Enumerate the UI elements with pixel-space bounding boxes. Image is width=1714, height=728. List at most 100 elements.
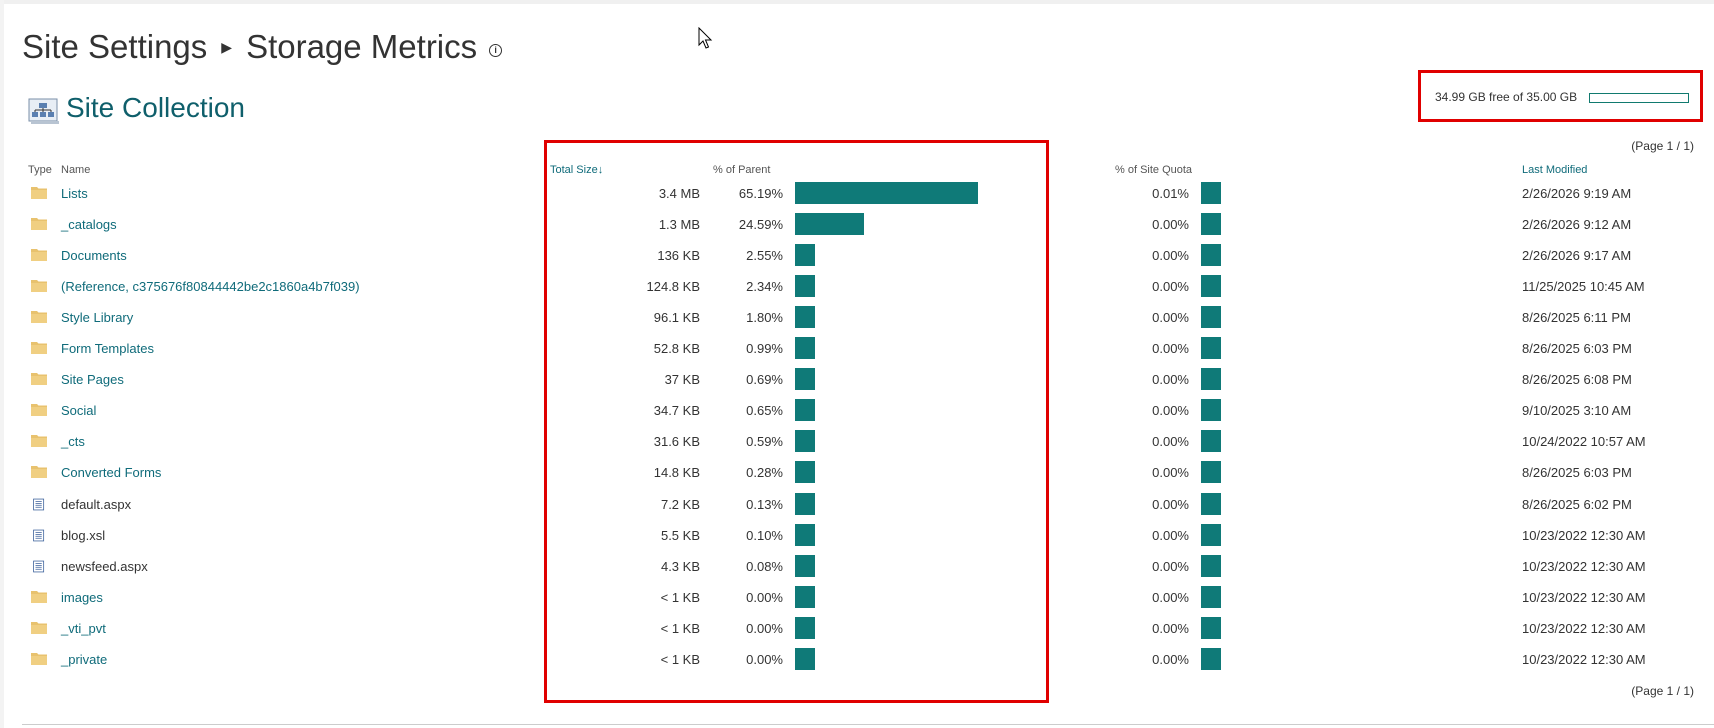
folder-icon bbox=[30, 185, 48, 200]
table-row: _cts 31.6 KB 0.59% 0.00% 10/24/2022 10:57 AM bbox=[0, 426, 1714, 457]
footer-divider bbox=[22, 724, 1714, 725]
item-total-size: 96.1 KB bbox=[653, 310, 700, 326]
item-pct-parent: 24.59% bbox=[738, 217, 783, 233]
item-pct-quota: 0.00% bbox=[1152, 620, 1189, 636]
item-pct-parent: 0.00% bbox=[746, 651, 783, 667]
column-header-total-size[interactable]: Total Size↓ bbox=[550, 164, 603, 176]
folder-icon bbox=[30, 371, 48, 386]
pct-quota-bar bbox=[1201, 461, 1221, 484]
pct-parent-bar bbox=[795, 554, 815, 577]
item-pct-parent: 1.80% bbox=[746, 310, 783, 326]
item-pct-quota: 0.00% bbox=[1152, 496, 1189, 512]
info-icon[interactable]: i bbox=[489, 44, 503, 57]
pct-quota-bar bbox=[1201, 492, 1221, 515]
item-name[interactable]: images bbox=[61, 589, 103, 605]
item-name[interactable]: Social bbox=[61, 403, 97, 419]
item-name[interactable]: Style Library bbox=[61, 310, 134, 326]
column-header-total-size-label: Total Size bbox=[550, 164, 598, 176]
file-icon bbox=[30, 496, 48, 511]
pct-parent-bar bbox=[795, 275, 815, 298]
pct-parent-bar bbox=[795, 647, 815, 670]
item-last-modified: 8/26/2025 6:08 PM bbox=[1522, 372, 1632, 388]
item-name[interactable]: _cts bbox=[61, 434, 85, 450]
item-total-size: < 1 KB bbox=[660, 589, 700, 605]
table-row: Site Pages 37 KB 0.69% 0.00% 8/26/2025 6:08 … bbox=[0, 364, 1714, 395]
item-total-size: 52.8 KB bbox=[653, 341, 700, 357]
table-row: _private < 1 KB 0.00% 0.00% 10/23/2022 12:30… bbox=[0, 644, 1714, 675]
item-name[interactable]: _catalogs bbox=[61, 217, 117, 233]
table-row: Style Library 96.1 KB 1.80% 0.00% 8/26/2025 … bbox=[0, 302, 1714, 333]
breadcrumb-parent-link[interactable]: Site Settings bbox=[22, 28, 208, 65]
item-last-modified: 9/10/2025 3:10 AM bbox=[1522, 403, 1632, 419]
item-last-modified: 10/23/2022 12:30 AM bbox=[1522, 620, 1646, 636]
pct-parent-bar bbox=[795, 368, 815, 391]
table-row: _vti_pvt < 1 KB 0.00% 0.00% 10/23/2022 12:30… bbox=[0, 613, 1714, 644]
pct-quota-bar bbox=[1201, 585, 1221, 608]
pct-parent-bar bbox=[795, 213, 864, 236]
top-border bbox=[0, 0, 1714, 4]
item-name[interactable]: Documents bbox=[61, 248, 127, 264]
sort-descending-icon: ↓ bbox=[597, 164, 604, 176]
item-name[interactable]: Form Templates bbox=[61, 341, 154, 357]
item-total-size: 34.7 KB bbox=[653, 403, 700, 419]
pct-parent-bar bbox=[795, 182, 978, 204]
item-pct-quota: 0.00% bbox=[1152, 434, 1189, 450]
item-pct-parent: 0.08% bbox=[746, 558, 783, 574]
item-pct-parent: 0.69% bbox=[746, 372, 783, 388]
item-name[interactable]: Site Pages bbox=[61, 372, 124, 388]
item-total-size: 5.5 KB bbox=[660, 527, 700, 543]
item-pct-parent: 2.34% bbox=[746, 279, 783, 295]
paging-top: (Page 1 / 1) bbox=[1631, 139, 1694, 153]
item-last-modified: 10/23/2022 12:30 AM bbox=[1522, 589, 1646, 605]
pct-quota-bar bbox=[1201, 368, 1221, 391]
item-total-size: 3.4 MB bbox=[658, 186, 700, 201]
item-pct-parent: 0.28% bbox=[746, 465, 783, 481]
item-total-size: 4.3 KB bbox=[660, 558, 700, 574]
folder-icon bbox=[30, 620, 48, 635]
folder-icon bbox=[30, 216, 48, 231]
file-icon bbox=[30, 558, 48, 573]
item-pct-quota: 0.00% bbox=[1152, 589, 1189, 605]
pct-quota-bar bbox=[1201, 430, 1221, 453]
item-last-modified: 10/23/2022 12:30 AM bbox=[1522, 651, 1646, 667]
pct-quota-bar bbox=[1201, 244, 1221, 267]
item-name[interactable]: _vti_pvt bbox=[61, 620, 106, 636]
quota-text: 34.99 GB free of 35.00 GB bbox=[1435, 90, 1578, 104]
pct-parent-bar bbox=[795, 461, 815, 484]
table-row: Lists 3.4 MB 65.19% 0.01% 2/26/2026 9:19 AM bbox=[0, 178, 1714, 209]
item-pct-quota: 0.00% bbox=[1152, 248, 1189, 264]
item-pct-parent: 0.13% bbox=[746, 496, 783, 512]
item-last-modified: 10/23/2022 12:30 AM bbox=[1522, 527, 1646, 543]
table-row: _catalogs 1.3 MB 24.59% 0.00% 2/26/2026 9:12… bbox=[0, 209, 1714, 240]
folder-icon bbox=[30, 464, 48, 479]
table-row: Social 34.7 KB 0.65% 0.00% 9/10/2025 3:10 AM bbox=[0, 395, 1714, 426]
column-header-last-modified[interactable]: Last Modified bbox=[1522, 164, 1588, 176]
mouse-cursor-icon bbox=[698, 27, 713, 49]
item-pct-quota: 0.00% bbox=[1152, 341, 1189, 357]
item-pct-quota: 0.00% bbox=[1152, 279, 1189, 295]
item-name[interactable]: (Reference, c375676f80844442be2c1860a4b7… bbox=[61, 279, 360, 295]
pct-quota-bar bbox=[1201, 337, 1221, 360]
item-name[interactable]: _private bbox=[61, 651, 108, 667]
site-collection-icon bbox=[28, 98, 59, 124]
left-border bbox=[0, 0, 4, 728]
pct-quota-bar bbox=[1201, 647, 1221, 670]
item-total-size: 124.8 KB bbox=[646, 279, 701, 295]
table-row: newsfeed.aspx 4.3 KB 0.08% 0.00% 10/23/2022 … bbox=[0, 551, 1714, 582]
pct-parent-bar bbox=[795, 492, 815, 515]
item-pct-quota: 0.01% bbox=[1152, 186, 1189, 201]
pct-quota-bar bbox=[1201, 275, 1221, 298]
pct-quota-bar bbox=[1201, 523, 1221, 546]
item-last-modified: 8/26/2025 6:03 PM bbox=[1522, 341, 1632, 357]
folder-icon bbox=[30, 651, 48, 666]
item-last-modified: 8/26/2025 6:02 PM bbox=[1522, 496, 1632, 512]
item-name[interactable]: Lists bbox=[61, 186, 88, 201]
section-title: Site Collection bbox=[66, 92, 245, 123]
item-name[interactable]: Converted Forms bbox=[61, 465, 162, 481]
pct-quota-bar bbox=[1201, 399, 1221, 422]
pct-parent-bar bbox=[795, 523, 815, 546]
item-pct-parent: 2.55% bbox=[746, 248, 783, 264]
item-last-modified: 2/26/2026 9:12 AM bbox=[1522, 217, 1632, 233]
table-row: Documents 136 KB 2.55% 0.00% 2/26/2026 9:17 … bbox=[0, 240, 1714, 271]
pct-parent-bar bbox=[795, 585, 815, 608]
